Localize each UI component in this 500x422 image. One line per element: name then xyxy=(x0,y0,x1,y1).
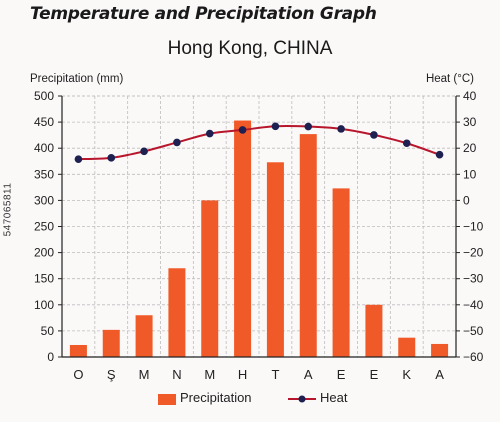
x-tick-label: K xyxy=(402,367,411,382)
heat-point xyxy=(435,150,444,159)
heat-line xyxy=(74,122,444,163)
x-tick-label: A xyxy=(435,367,444,382)
heat-point xyxy=(205,129,214,138)
heat-point xyxy=(304,122,313,131)
y-tick-label: 500 xyxy=(34,89,54,103)
y2-tick-label: −10 xyxy=(463,220,484,234)
legend-label-heat: Heat xyxy=(320,390,348,405)
y-tick-label: 350 xyxy=(34,167,54,181)
precipitation-bar xyxy=(135,315,153,357)
axes xyxy=(58,95,460,358)
bars xyxy=(69,120,449,357)
y2-tick-label: −60 xyxy=(463,350,484,364)
heat-point xyxy=(173,138,181,147)
heat-point xyxy=(107,154,116,162)
y2-tick-label: −40 xyxy=(463,298,484,312)
precipitation-bar xyxy=(201,200,219,357)
heat-point xyxy=(238,126,247,134)
x-tick-label: A xyxy=(304,367,313,382)
precipitation-bar xyxy=(398,337,416,357)
y-tick-label: 100 xyxy=(34,298,54,312)
precipitation-bar xyxy=(266,162,284,357)
heat-point xyxy=(337,125,345,133)
y-tick-label: 50 xyxy=(41,324,55,338)
y-tick-label: 200 xyxy=(34,246,54,260)
heat-point xyxy=(271,122,280,131)
x-tick-label: N xyxy=(172,367,181,382)
tick-labels: 050100150200250300350400450500−60−50−40−… xyxy=(34,89,484,382)
x-tick-label: O xyxy=(73,367,83,382)
heat-point xyxy=(370,131,378,139)
x-tick-label: E xyxy=(370,367,379,382)
chart-title: Hong Kong, CHINA xyxy=(167,38,333,59)
x-tick-label: T xyxy=(271,367,279,382)
precipitation-bar xyxy=(365,304,383,357)
y2-tick-label: 20 xyxy=(463,141,477,155)
y-tick-label: 250 xyxy=(34,220,54,234)
y2-tick-label: −50 xyxy=(463,324,484,338)
y-tick-label: 300 xyxy=(34,193,54,207)
heat-point xyxy=(402,139,411,148)
x-tick-label: M xyxy=(204,367,215,382)
precipitation-bar xyxy=(69,344,87,357)
y-tick-label: 150 xyxy=(34,272,54,286)
y2-tick-label: 0 xyxy=(463,193,470,207)
y2-tick-label: −20 xyxy=(463,246,484,260)
y2-tick-label: 30 xyxy=(463,115,477,129)
legend-swatch-precipitation xyxy=(158,394,176,405)
x-tick-label: E xyxy=(337,367,346,382)
heat-point xyxy=(140,147,148,156)
y-tick-label: 450 xyxy=(34,115,54,129)
y-axis-label: Precipitation (mm) xyxy=(30,73,123,85)
header-title: Temperature and Precipitation Graph xyxy=(30,4,377,24)
grid xyxy=(62,95,456,357)
precipitation-bar xyxy=(431,343,449,357)
legend-label-precipitation: Precipitation xyxy=(180,390,252,405)
legend-swatch-heat xyxy=(288,395,316,403)
precipitation-bar xyxy=(102,329,120,357)
x-tick-label: M xyxy=(139,367,150,382)
precipitation-bar xyxy=(168,268,186,357)
y-tick-label: 0 xyxy=(47,350,54,364)
x-tick-label: H xyxy=(238,367,247,382)
y-tick-label: 400 xyxy=(34,141,54,155)
x-tick-label: Ş xyxy=(107,367,116,382)
precipitation-bar xyxy=(332,188,350,357)
y2-axis-label: Heat (°C) xyxy=(426,73,474,85)
y2-tick-label: −30 xyxy=(463,272,484,286)
precipitation-bar xyxy=(299,134,317,357)
precipitation-bar xyxy=(234,120,252,357)
y2-tick-label: 10 xyxy=(463,167,477,181)
y2-tick-label: 40 xyxy=(463,89,477,103)
heat-point xyxy=(74,155,83,163)
